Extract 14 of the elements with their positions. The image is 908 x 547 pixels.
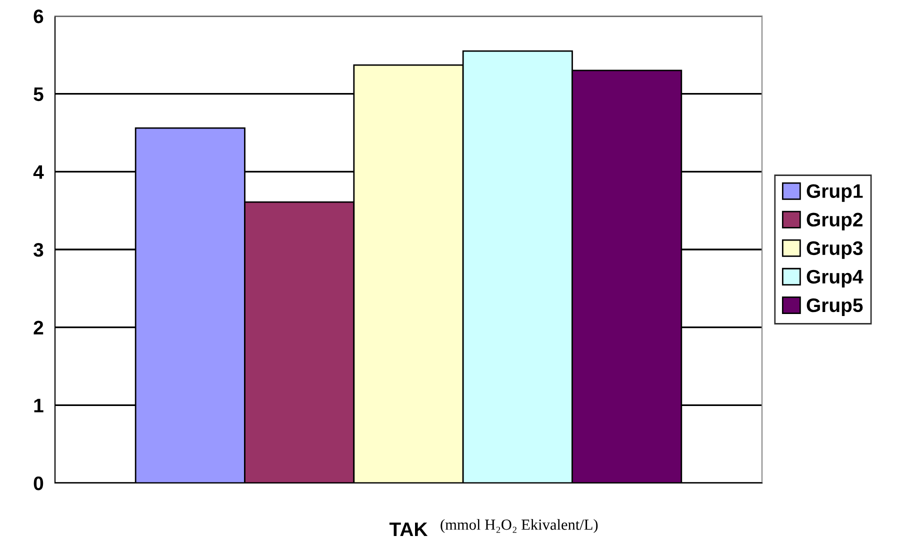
y-tick-label: 5 xyxy=(34,88,44,102)
y-tick-label: 1 xyxy=(34,398,44,412)
y-tick-label: 6 xyxy=(34,9,44,24)
legend-label: Grup3 xyxy=(806,241,863,259)
x-tick-label: TAK xyxy=(389,522,428,536)
legend-label: Grup2 xyxy=(806,212,862,230)
y-tick-label: 4 xyxy=(33,165,44,179)
text: (mmol H₂O₂ Ekivalent/L) xyxy=(440,519,598,533)
legend-label: Grup1 xyxy=(806,184,863,202)
y-tick-label: 3 xyxy=(34,242,44,257)
legend-label: Grup4 xyxy=(806,270,864,288)
y-tick-label: 2 xyxy=(34,320,44,334)
legend-label: Grup5 xyxy=(806,298,863,316)
y-tick-label: 0 xyxy=(34,476,44,490)
